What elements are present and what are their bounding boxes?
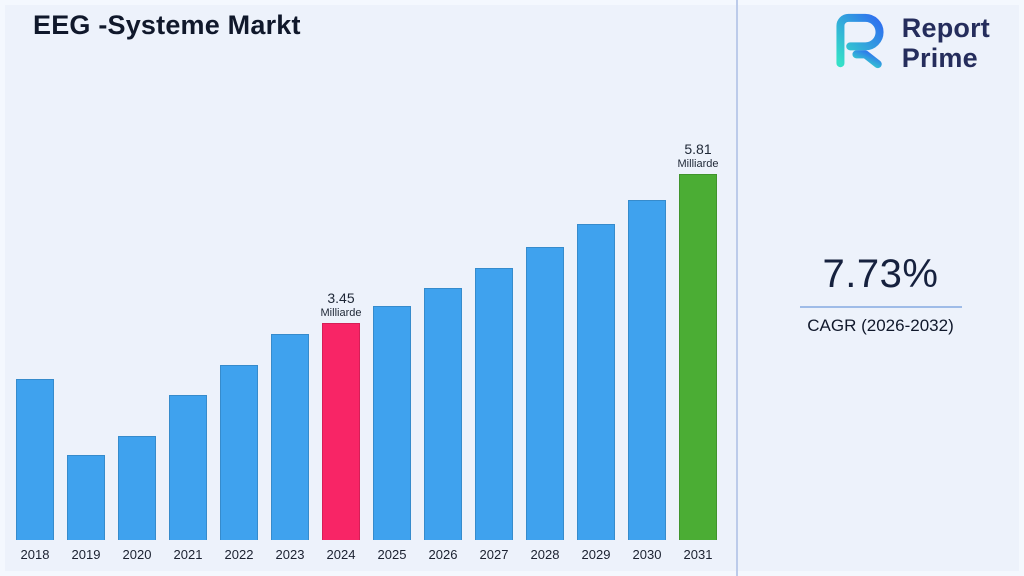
bar-2027 (475, 268, 513, 540)
bar-2021 (169, 395, 207, 540)
x-axis-label-2031: 2031 (683, 547, 713, 562)
bar-2023 (271, 334, 309, 540)
bar-column-2021: 2021 (169, 395, 207, 562)
bar-2030 (628, 200, 666, 540)
cagr-underline (799, 306, 962, 308)
x-axis-label-2025: 2025 (377, 547, 407, 562)
bar-column-2019: 2019 (67, 455, 105, 562)
x-axis-label-2026: 2026 (428, 547, 458, 562)
bar-2018 (16, 379, 54, 540)
bar-2024 (322, 323, 360, 540)
logo-line2: Prime (901, 42, 978, 73)
bar-column-2028: 2028 (526, 247, 564, 562)
bar-chart: 2018 2019 2020 2021 2022 2023 3.45 Milliarde 202… (16, 141, 719, 562)
cagr-label: CAGR (2026-2032) (807, 316, 954, 335)
bar-unit-label: Milliarde (320, 307, 362, 319)
x-axis-label-2030: 2030 (632, 547, 662, 562)
bar-column-2029: 2029 (577, 224, 615, 562)
x-axis-label-2020: 2020 (122, 547, 152, 562)
vertical-divider (736, 0, 738, 576)
bar-column-2023: 2023 (271, 334, 309, 562)
page-title: EEG -Systeme Markt (33, 10, 301, 40)
bar-column-2031: 5.81 Milliarde 2031 (677, 141, 719, 562)
cagr-value: 7.73% (822, 252, 939, 296)
bar-2020 (118, 436, 156, 540)
x-axis-label-2029: 2029 (581, 547, 611, 562)
report-prime-logo-icon (828, 12, 892, 75)
x-axis-label-2024: 2024 (326, 547, 356, 562)
bar-column-2027: 2027 (475, 268, 513, 562)
bar-2025 (373, 306, 411, 540)
bar-column-2020: 2020 (118, 436, 156, 562)
bar-column-2025: 2025 (373, 306, 411, 562)
bar-value-label: 5.81 (684, 141, 712, 157)
bar-2028 (526, 247, 564, 540)
logo-line1: Report (901, 13, 990, 44)
cagr-block: 7.73% CAGR (2026-2032) (737, 252, 1024, 336)
x-axis-label-2028: 2028 (530, 547, 560, 562)
bar-2026 (424, 288, 462, 540)
bar-column-2018: 2018 (16, 379, 54, 562)
bar-2019 (67, 455, 105, 540)
x-axis-label-2021: 2021 (173, 547, 203, 562)
x-axis-label-2018: 2018 (20, 547, 50, 562)
x-axis-label-2022: 2022 (224, 547, 254, 562)
bar-unit-label: Milliarde (677, 158, 719, 170)
logo-wordmark: Report Prime (902, 14, 990, 72)
bar-column-2024: 3.45 Milliarde 2024 (320, 290, 362, 562)
bar-column-2026: 2026 (424, 288, 462, 562)
bar-2029 (577, 224, 615, 540)
bar-column-2022: 2022 (220, 365, 258, 562)
x-axis-label-2019: 2019 (71, 547, 101, 562)
bar-column-2030: 2030 (628, 200, 666, 562)
bar-2022 (220, 365, 258, 540)
x-axis-label-2027: 2027 (479, 547, 509, 562)
bar-2031 (679, 174, 717, 540)
x-axis-label-2023: 2023 (275, 547, 305, 562)
report-prime-logo: Report Prime (828, 12, 990, 75)
bar-value-label: 3.45 (327, 290, 355, 306)
